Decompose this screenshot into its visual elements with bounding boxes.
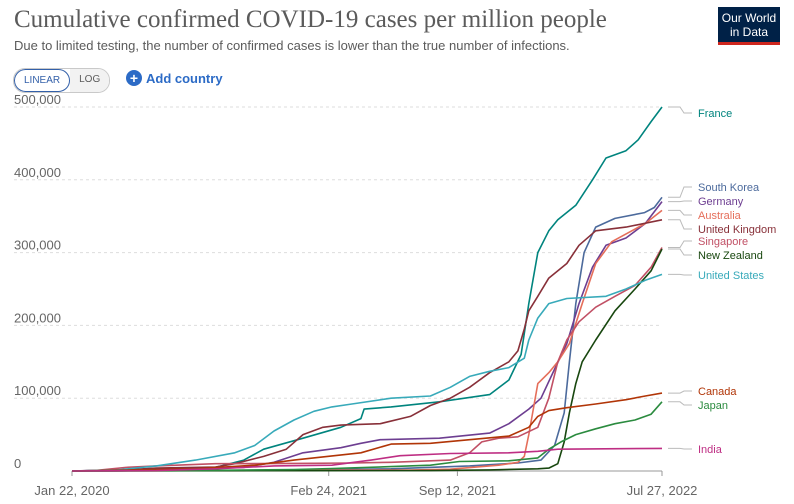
x-tick-label: Jan 22, 2020 [34, 483, 109, 498]
series-line-united-kingdom [71, 219, 663, 472]
legend-connector [668, 219, 692, 230]
y-tick-label: 100,000 [14, 383, 61, 398]
series-line-new-zealand [71, 248, 663, 472]
series-line-japan [71, 401, 663, 472]
x-tick-label: Feb 24, 2021 [290, 483, 367, 498]
y-tick-label: 500,000 [14, 92, 61, 107]
legend-label-new-zealand: New Zealand [698, 250, 763, 262]
logo-line-2: in Data [729, 25, 769, 39]
log-scale-button[interactable]: LOG [70, 69, 110, 92]
owid-logo[interactable]: Our World in Data [718, 7, 780, 45]
add-country-label: Add country [146, 70, 223, 86]
legend-connector [668, 186, 692, 198]
chart-subtitle: Due to limited testing, the number of co… [14, 38, 570, 53]
logo-line-1: Our World [721, 11, 777, 25]
chart-title: Cumulative confirmed COVID-19 cases per … [14, 6, 607, 33]
legend-connector [668, 273, 692, 276]
series-line-canada [71, 392, 663, 472]
y-tick-label: 400,000 [14, 165, 61, 180]
scale-toggle: LINEAR LOG [13, 68, 111, 93]
linear-scale-button[interactable]: LINEAR [14, 69, 71, 92]
legend-connector [668, 390, 692, 394]
series-line-germany [71, 201, 663, 472]
legend-label-united-states: United States [698, 270, 765, 282]
legend-label-france: France [698, 108, 732, 120]
legend-label-south-korea: South Korea [698, 182, 760, 194]
legend-label-canada: Canada [698, 386, 737, 398]
y-tick-label: 200,000 [14, 310, 61, 325]
legend-label-india: India [698, 444, 723, 456]
legend-connector [668, 248, 692, 256]
legend-label-germany: Germany [698, 196, 744, 208]
series-line-south-korea [71, 196, 663, 472]
legend-connector [668, 200, 692, 203]
legend-label-australia: Australia [698, 210, 742, 222]
y-tick-label: 300,000 [14, 238, 61, 253]
legend-label-singapore: Singapore [698, 236, 748, 248]
add-country-button[interactable]: + Add country [126, 70, 223, 86]
legend-label-united-kingdom: United Kingdom [698, 224, 776, 236]
series-line-singapore [71, 247, 663, 472]
plus-icon: + [126, 70, 142, 86]
legend-label-japan: Japan [698, 400, 728, 412]
series-line-australia [71, 209, 663, 472]
y-tick-label: 0 [14, 456, 21, 471]
series-line-india [71, 447, 663, 472]
legend-connector [668, 209, 692, 216]
legend-connector [668, 240, 692, 248]
legend-connector [668, 106, 692, 114]
legend-connector [668, 447, 692, 450]
series-line-france [71, 106, 663, 472]
x-tick-label: Jul 27, 2022 [627, 483, 698, 498]
x-tick-label: Sep 12, 2021 [419, 483, 496, 498]
series-line-united-states [71, 273, 663, 472]
legend-connector [668, 401, 692, 406]
